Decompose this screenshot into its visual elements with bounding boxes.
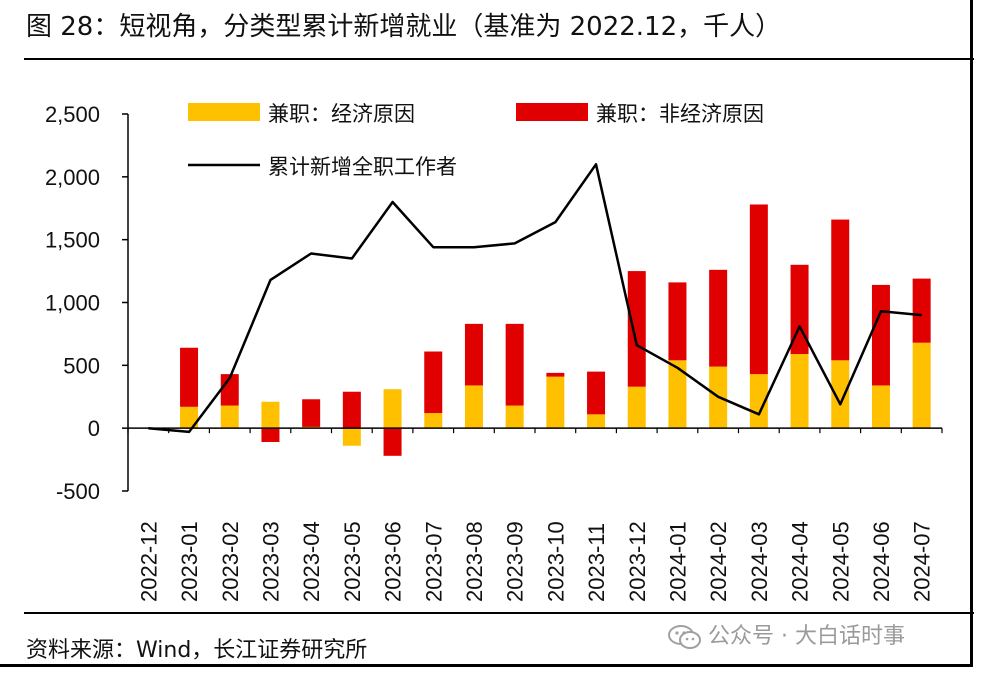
bar-part-time-non-economic: [709, 269, 728, 367]
bar-part-time-non-economic: [831, 219, 850, 361]
frame-border-bottom: [0, 664, 973, 667]
bar-part-time-economic: [180, 406, 199, 429]
wechat-icon: [668, 625, 701, 649]
bar-part-time-economic: [912, 342, 931, 429]
bar-part-time-economic: [749, 374, 768, 429]
bar-part-time-non-economic: [912, 278, 931, 343]
bar-part-time-economic: [383, 389, 402, 429]
y-tick-label: 500: [63, 353, 100, 378]
bar-part-time-economic: [546, 376, 565, 429]
y-tick-label: 2,500: [45, 102, 100, 127]
bar-part-time-economic: [261, 401, 280, 429]
x-tick-label: 2023-11: [584, 523, 609, 602]
source-divider: [24, 612, 974, 614]
bar-part-time-economic: [342, 428, 361, 446]
frame-border-right: [970, 0, 973, 666]
line-full-time-cumulative: [148, 163, 922, 434]
bar-part-time-economic: [424, 413, 443, 429]
x-tick-label: 2023-06: [381, 521, 406, 602]
bar-part-time-non-economic: [261, 428, 280, 442]
bar-part-time-non-economic: [383, 428, 402, 456]
figure-title: 图 28：短视角，分类型累计新增就业（基准为 2022.12，千人）: [26, 12, 782, 42]
x-tick-label: 2023-12: [625, 521, 650, 602]
x-tick-label: 2023-10: [543, 521, 568, 602]
x-tick-label: 2024-01: [665, 521, 690, 602]
legend-part-time-economic-label: 兼职：经济原因: [268, 102, 415, 126]
x-tick-label: 2023-02: [218, 521, 243, 602]
bar-part-time-economic: [587, 414, 606, 429]
watermark: 公众号 · 大白话时事: [668, 622, 905, 652]
bar-part-time-economic: [668, 360, 687, 429]
legend-part-time-non-economic-swatch: [516, 103, 588, 121]
x-tick-label: 2023-07: [421, 521, 446, 602]
y-tick-label: 0: [88, 416, 100, 441]
bar-part-time-economic: [871, 385, 890, 429]
bar-part-time-non-economic: [790, 264, 809, 355]
x-tick-label: 2024-05: [828, 521, 853, 602]
bar-part-time-non-economic: [668, 282, 687, 361]
bar-part-time-economic: [220, 405, 239, 429]
bar-part-time-non-economic: [871, 284, 890, 386]
x-tick-label: 2023-03: [258, 521, 283, 602]
watermark-text: 公众号 · 大白话时事: [708, 624, 905, 649]
x-tick-label: 2023-01: [177, 521, 202, 602]
bar-part-time-non-economic: [424, 351, 443, 414]
y-tick-label: -500: [56, 479, 100, 504]
bar-part-time-economic: [831, 360, 850, 429]
x-tick-label: 2024-07: [910, 521, 935, 602]
legend-full-time-cumulative-label: 累计新增全职工作者: [268, 155, 457, 179]
title-divider: [24, 58, 974, 60]
source-note: 资料来源：Wind，长江证券研究所: [26, 638, 368, 663]
bar-part-time-economic: [464, 385, 483, 429]
bar-part-time-non-economic: [749, 204, 768, 375]
y-tick-label: 2,000: [45, 165, 100, 190]
x-tick-label: 2024-06: [869, 521, 894, 602]
y-tick-label: 1,000: [45, 291, 100, 316]
legend-part-time-non-economic-label: 兼职：非经济原因: [596, 102, 764, 126]
bar-part-time-non-economic: [180, 347, 199, 407]
legend-part-time-economic-swatch: [188, 103, 260, 121]
x-tick-label: 2023-08: [462, 521, 487, 602]
bar-part-time-non-economic: [302, 399, 321, 427]
bar-part-time-economic: [505, 405, 524, 429]
bar-part-time-economic: [627, 386, 646, 429]
bar-part-time-non-economic: [546, 372, 565, 377]
x-tick-label: 2024-02: [706, 521, 731, 602]
x-tick-label: 2023-09: [503, 521, 528, 602]
x-tick-label: 2023-04: [299, 521, 324, 602]
x-tick-label: 2024-04: [788, 521, 813, 602]
bar-part-time-economic: [790, 354, 809, 429]
x-tick-label: 2024-03: [747, 521, 772, 602]
y-tick-label: 1,500: [45, 228, 100, 253]
bar-part-time-non-economic: [464, 323, 483, 386]
x-tick-label: 2023-05: [340, 521, 365, 602]
bar-part-time-non-economic: [587, 371, 606, 415]
bar-part-time-non-economic: [342, 391, 361, 429]
bar-part-time-non-economic: [627, 271, 646, 387]
bar-part-time-non-economic: [505, 323, 524, 406]
x-tick-label: 2022-12: [136, 521, 161, 602]
